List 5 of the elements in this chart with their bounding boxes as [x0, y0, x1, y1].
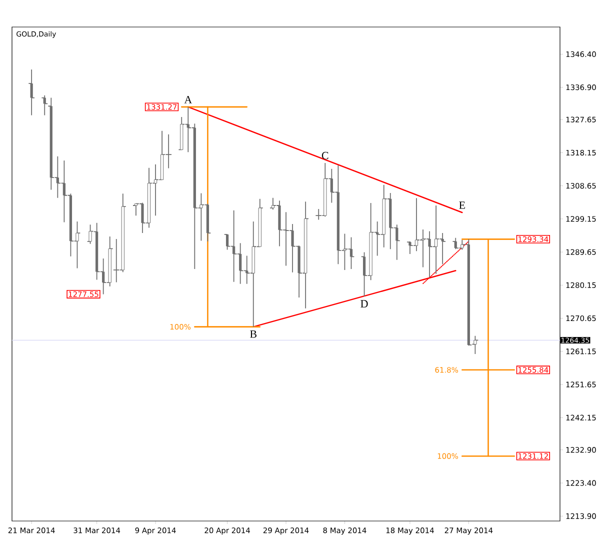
annotation: B	[250, 330, 256, 338]
annotation: C	[322, 152, 328, 160]
annotation: E	[459, 202, 465, 209]
annotation: D	[360, 300, 368, 308]
annotation: A	[184, 96, 192, 104]
